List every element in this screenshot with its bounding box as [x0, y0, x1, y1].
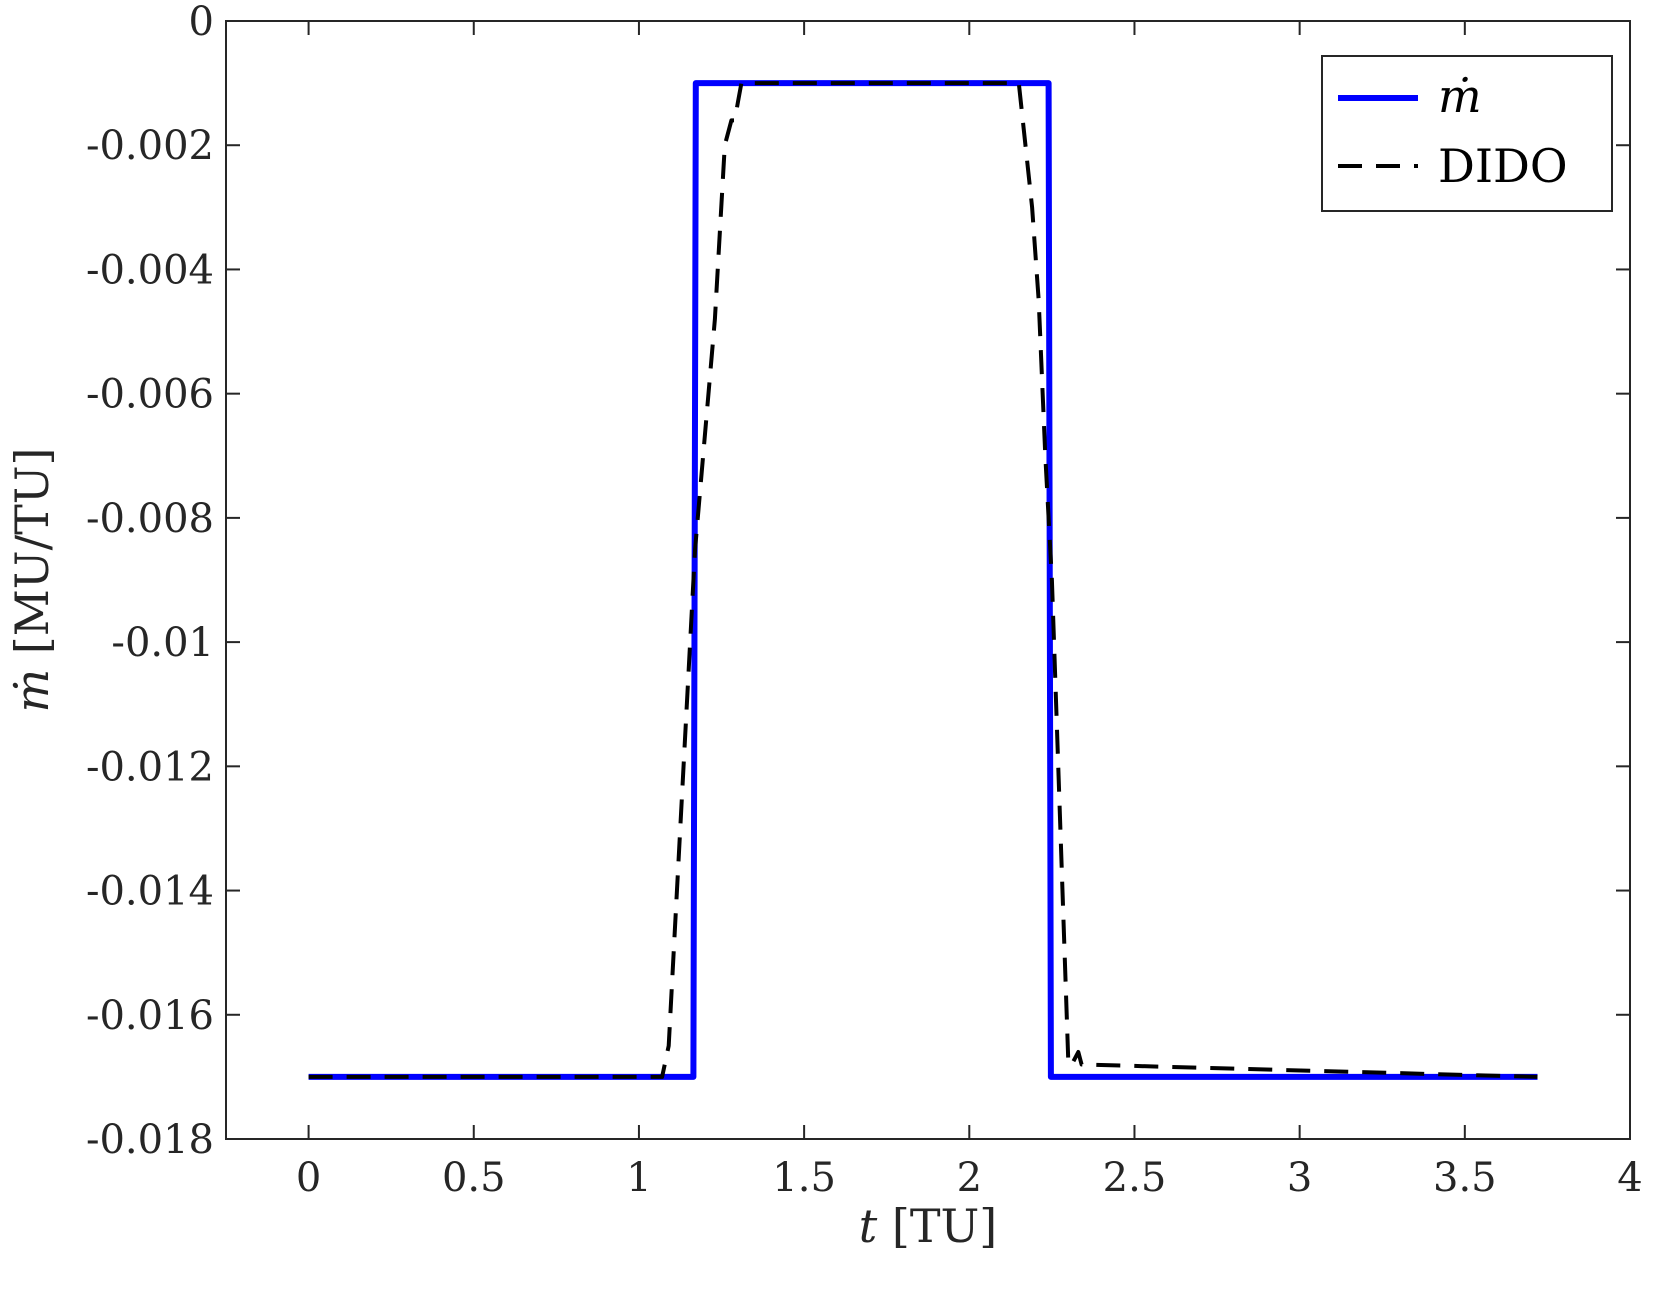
y-tick-label: 0 [189, 0, 214, 45]
legend-box [1321, 55, 1613, 212]
y-tick-label: -0.016 [86, 993, 214, 1039]
x-tick-label: 4 [1617, 1155, 1642, 1201]
y-tick-labels: 0 -0.002 -0.004 -0.006 -0.008 -0.01 -0.012 -0.0… [86, 0, 214, 1163]
series-layer [308, 80, 1538, 1080]
x-tick-label: 0 [296, 1155, 321, 1201]
y-tick-label: -0.002 [86, 123, 214, 169]
x-tick-label: 3.5 [1433, 1155, 1497, 1201]
y-tick-label: -0.008 [86, 496, 214, 542]
legend-label-m-dot: ṁ [1438, 69, 1482, 123]
y-tick-label: -0.012 [86, 744, 214, 790]
y-axis-label: ṁ [MU/TU] [5, 448, 59, 713]
x-tick-label: 0.5 [442, 1155, 506, 1201]
y-tick-label: -0.014 [86, 869, 214, 915]
y-tick-label: -0.004 [86, 247, 214, 293]
legend: ṁ DIDO [1321, 55, 1613, 212]
x-tick-labels: 0 0.5 1 1.5 2 2.5 3 3.5 4 [296, 1155, 1643, 1201]
x-tick-label: 2 [957, 1155, 982, 1201]
x-tick-label: 1.5 [772, 1155, 836, 1201]
x-tick-label: 1 [626, 1155, 651, 1201]
x-tick-label: 2.5 [1103, 1155, 1167, 1201]
plot-frame [225, 20, 1631, 1140]
x-axis-label: t [TU] [859, 1199, 997, 1253]
y-tick-label: -0.01 [111, 620, 214, 666]
y-tick-label: -0.018 [86, 1117, 214, 1163]
legend-label-dido: DIDO [1438, 139, 1568, 193]
x-tick-label: 3 [1287, 1155, 1312, 1201]
y-tick-label: -0.006 [86, 372, 214, 418]
series-line-dido [308, 81, 1538, 1079]
